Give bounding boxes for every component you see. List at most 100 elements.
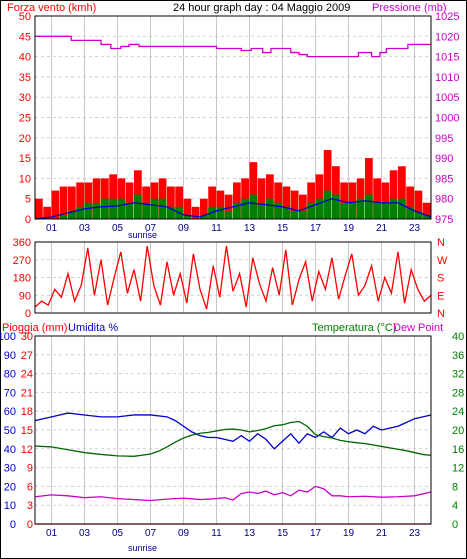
average-bar: [348, 202, 357, 219]
rain-tick-label: 0: [27, 519, 33, 531]
rain-tick-label: 24: [21, 369, 33, 381]
average-bar: [125, 202, 134, 219]
gust-bar: [290, 190, 299, 219]
average-bar: [200, 214, 208, 219]
pressure-line: [35, 35, 431, 58]
hour-tick-label: 05: [112, 528, 124, 539]
gust-bar: [274, 182, 282, 219]
average-bar: [76, 206, 84, 219]
hour-ticks-bottom: 01 03 05 07 09 11 13 15 17 19 21 23: [46, 528, 421, 539]
wind-tick-label: 35: [19, 72, 31, 84]
gust-bar: [208, 186, 216, 219]
humidity-tick-label: 10: [4, 500, 16, 512]
humidity-tick-label: 70: [4, 387, 16, 399]
temp-grid: [35, 336, 431, 524]
average-bar: [224, 210, 233, 219]
average-bar: [249, 194, 258, 219]
humidity-tick-label: 60: [4, 406, 16, 418]
hour-tick-label: 07: [145, 223, 157, 234]
direction-degree-label: 270: [13, 255, 31, 267]
direction-compass-label: N: [437, 308, 445, 320]
average-bar: [290, 210, 299, 219]
direction-marks: [34, 245, 432, 310]
rain-tick-label: 18: [21, 406, 33, 418]
pressure-axis-title: Pressione (mb): [372, 2, 447, 14]
sunrise-label-top: sunrise: [128, 230, 157, 240]
wind-plot-frame: [34, 15, 432, 220]
rain-tick-label: 12: [21, 444, 33, 456]
wind-tick-label: 20: [19, 133, 31, 145]
average-bar: [389, 198, 398, 219]
hour-tick-label: 17: [310, 528, 322, 539]
average-bar: [233, 202, 241, 219]
hour-tick-label: 23: [409, 223, 421, 234]
average-bar: [142, 202, 150, 219]
hour-tick-label: 23: [409, 528, 421, 539]
gust-bar: [109, 174, 117, 219]
gust-bar: [125, 182, 134, 219]
average-bar: [59, 214, 68, 219]
gust-bar: [315, 174, 324, 219]
gust-bar: [68, 186, 76, 219]
humidity-tick-label: 80: [4, 369, 16, 381]
direction-plot-frame: [34, 241, 432, 314]
gust-bar: [257, 178, 266, 219]
gust-bar: [175, 186, 183, 219]
wind-tick-label: 0: [25, 214, 31, 226]
pressure-tick-label: 1005: [435, 92, 459, 104]
pressure-tick-label: 1025: [435, 11, 459, 23]
pressure-tick-label: 990: [435, 153, 453, 165]
wind-pressure-marks: [34, 35, 432, 220]
hour-tick-label: 09: [178, 223, 190, 234]
hour-tick-label: 01: [46, 223, 58, 234]
temperature-tick-label: 16: [452, 444, 464, 456]
direction-degree-label: 0: [25, 308, 31, 320]
hour-tick-label: 17: [310, 223, 322, 234]
hour-tick-label: 19: [343, 528, 355, 539]
rain-humidity-temperature-panel: Pioggia (mm) Umidita % Temperatura (°C) …: [0, 322, 464, 553]
humidity-tick-label: 90: [4, 350, 16, 362]
gust-bar: [389, 170, 398, 219]
gust-bar: [51, 190, 60, 219]
hour-tick-label: 03: [79, 223, 91, 234]
temperature-tick-label: 20: [452, 425, 464, 437]
gust-bar: [414, 190, 423, 219]
wind-ticks: 0 5 10 15 20 25 30 35 40 45 50: [19, 11, 31, 226]
average-bar: [167, 206, 175, 219]
pressure-tick-label: 995: [435, 133, 453, 145]
gust-bar: [233, 182, 241, 219]
gust-bar: [332, 166, 340, 219]
temperature-tick-label: 28: [452, 387, 464, 399]
temperature-tick-label: 32: [452, 369, 464, 381]
average-bar: [274, 202, 282, 219]
wind-axis-title: Forza vento (kmh): [7, 2, 96, 14]
dewpoint-line: [34, 485, 432, 502]
average-bar: [101, 198, 109, 219]
hour-tick-label: 05: [112, 223, 124, 234]
gust-bar: [84, 182, 93, 219]
average-bar: [356, 198, 365, 219]
gust-bar: [381, 182, 390, 219]
average-bar: [241, 198, 249, 219]
sunrise-label-bottom: sunrise: [128, 543, 157, 553]
average-bar: [414, 210, 423, 219]
average-bar: [109, 198, 117, 219]
gust-bar: [183, 198, 192, 219]
direction-compass-label: W: [437, 255, 448, 267]
gust-bar: [92, 178, 101, 219]
average-bar: [323, 190, 332, 219]
gust-bar: [348, 182, 357, 219]
humidity-tick-label: 50: [4, 425, 16, 437]
gust-bar: [282, 186, 291, 219]
rain-tick-label: 21: [21, 387, 33, 399]
average-bar: [332, 194, 340, 219]
wind-tick-label: 30: [19, 92, 31, 104]
pressure-tick-label: 1015: [435, 52, 459, 64]
gust-bar: [340, 182, 348, 219]
humidity-tick-label: 100: [0, 331, 16, 343]
wind-tick-label: 15: [19, 153, 31, 165]
dewpoint-axis-title: Dew Point: [393, 322, 443, 334]
